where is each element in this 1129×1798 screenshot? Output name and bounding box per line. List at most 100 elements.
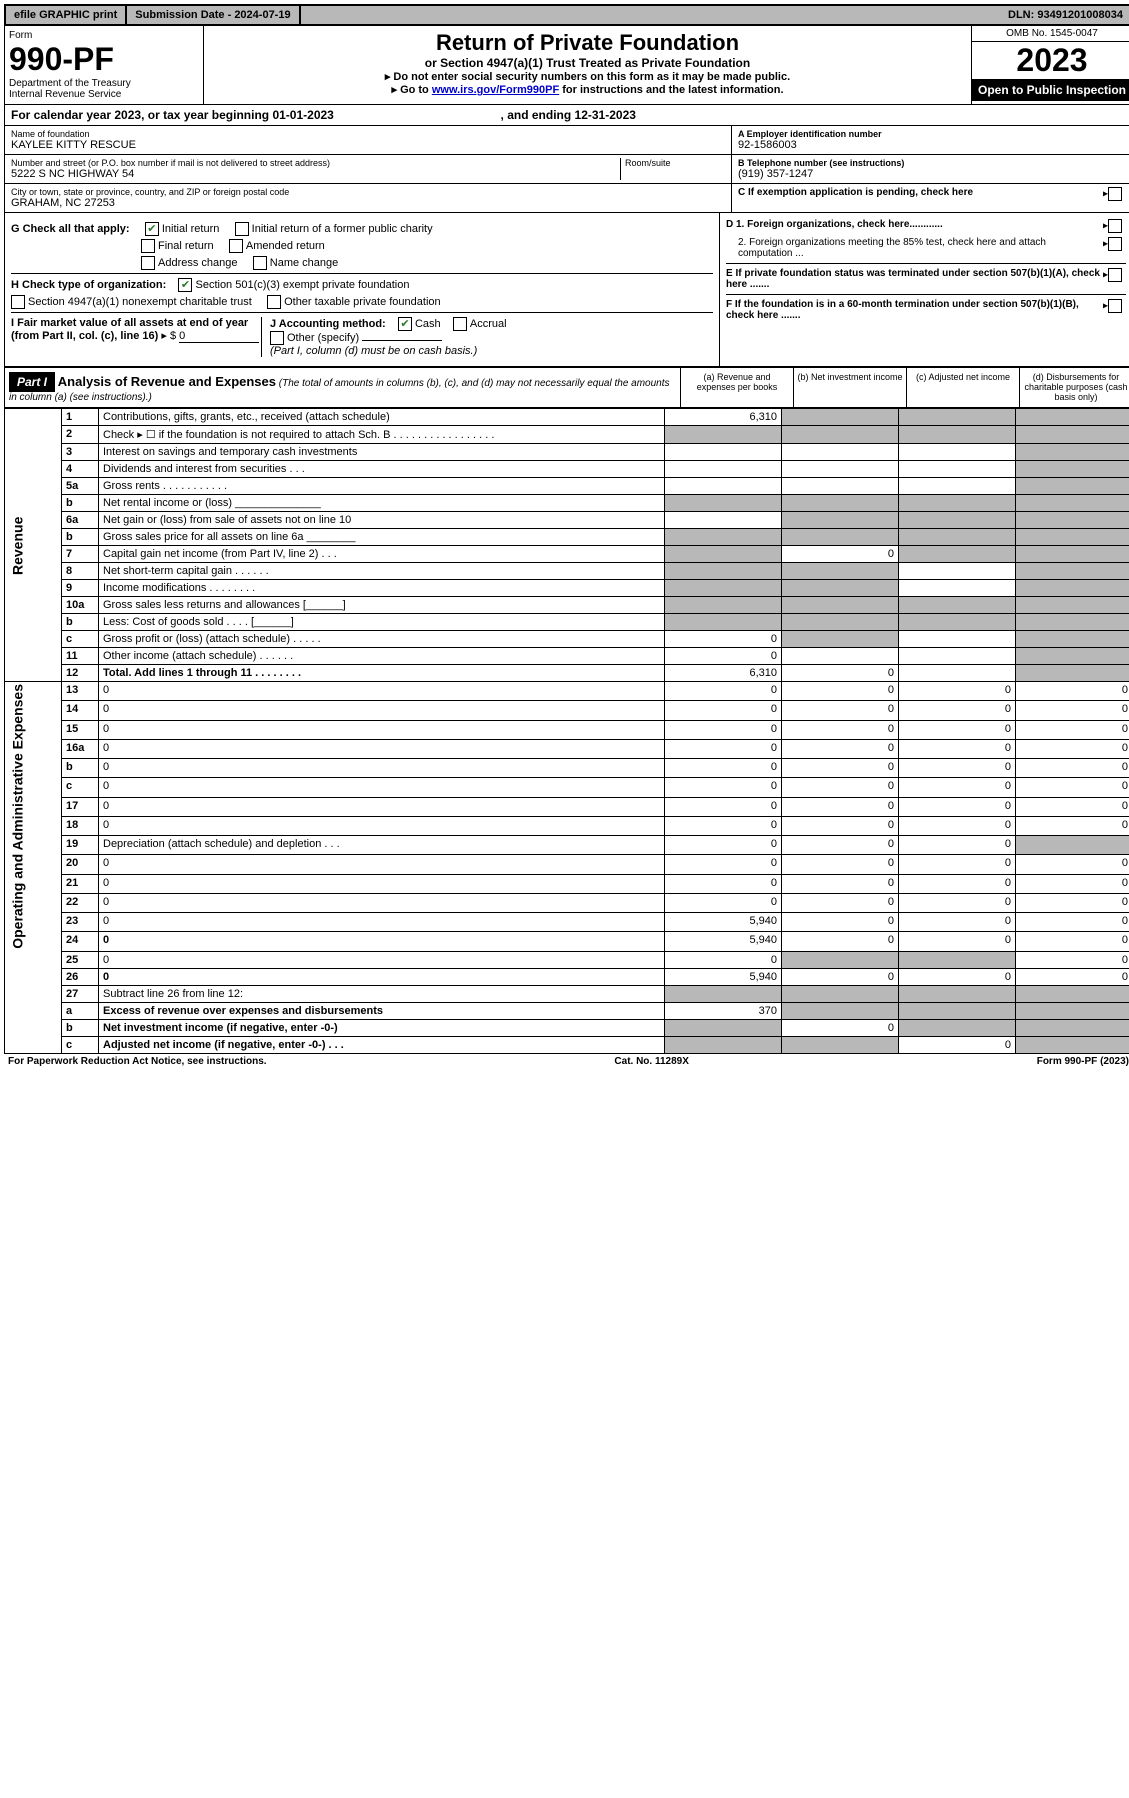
d2-label: 2. Foreign organizations meeting the 85%… <box>738 237 1046 259</box>
line-number: 19 <box>62 836 99 855</box>
cell-a: 370 <box>665 1002 782 1019</box>
irs-link[interactable]: www.irs.gov/Form990PF <box>432 84 559 96</box>
page-footer: For Paperwork Reduction Act Notice, see … <box>4 1054 1129 1069</box>
c-label: C If exemption application is pending, c… <box>738 187 1102 198</box>
cell-b: 0 <box>782 893 899 912</box>
cell-c <box>899 495 1016 512</box>
i-prefix: ▸ $ <box>161 330 176 342</box>
line-number: 24 <box>62 932 99 951</box>
cell-a <box>665 512 782 529</box>
cell-a <box>665 563 782 580</box>
cell-d: 0 <box>1016 816 1129 835</box>
d2-checkbox[interactable] <box>1108 237 1122 251</box>
cell-c: 0 <box>899 797 1016 816</box>
calyear-begin: 01-01-2023 <box>272 108 333 122</box>
cell-b <box>782 631 899 648</box>
cell-d: 0 <box>1016 797 1129 816</box>
g-amended[interactable] <box>229 239 243 253</box>
line-number: 6a <box>62 512 99 529</box>
address: 5222 S NC HIGHWAY 54 <box>11 168 620 180</box>
g-name-change[interactable] <box>253 256 267 270</box>
d1-checkbox[interactable] <box>1108 219 1122 233</box>
cell-b <box>782 563 899 580</box>
g-address-change[interactable] <box>141 256 155 270</box>
cell-d <box>1016 529 1129 546</box>
e-checkbox[interactable] <box>1108 268 1122 282</box>
j-cash[interactable] <box>398 317 412 331</box>
cell-c: 0 <box>899 739 1016 758</box>
line-description: Gross rents . . . . . . . . . . . <box>99 478 665 495</box>
addr-label: Number and street (or P.O. box number if… <box>11 158 620 168</box>
cell-d <box>1016 495 1129 512</box>
j-opt-0: Cash <box>415 318 441 330</box>
cell-a <box>665 495 782 512</box>
line-description: 0 <box>99 816 665 835</box>
line-description: Dividends and interest from securities .… <box>99 461 665 478</box>
efile-print-button[interactable]: efile GRAPHIC print <box>6 6 127 24</box>
line-number: 13 <box>62 682 99 701</box>
cell-b: 0 <box>782 682 899 701</box>
cell-c: 0 <box>899 759 1016 778</box>
cell-d: 0 <box>1016 778 1129 797</box>
cell-a: 0 <box>665 778 782 797</box>
city-state-zip: GRAHAM, NC 27253 <box>11 197 725 209</box>
cell-d <box>1016 1036 1129 1053</box>
c-checkbox[interactable] <box>1108 187 1122 201</box>
cell-a: 0 <box>665 701 782 720</box>
cell-a <box>665 444 782 461</box>
i-fmv-value: 0 <box>179 330 259 343</box>
line-description: Gross profit or (loss) (attach schedule)… <box>99 631 665 648</box>
g-final[interactable] <box>141 239 155 253</box>
tax-year: 2023 <box>972 42 1129 79</box>
cell-c: 0 <box>899 682 1016 701</box>
cell-c <box>899 426 1016 444</box>
line-description: Depreciation (attach schedule) and deple… <box>99 836 665 855</box>
cell-b <box>782 580 899 597</box>
line-description: 0 <box>99 968 665 985</box>
cell-a: 0 <box>665 720 782 739</box>
h-4947[interactable] <box>11 295 25 309</box>
cell-b <box>782 648 899 665</box>
line-description: 0 <box>99 682 665 701</box>
cell-a: 0 <box>665 855 782 874</box>
h-501c3[interactable] <box>178 278 192 292</box>
net-side-spacer <box>5 951 62 1053</box>
cell-c <box>899 512 1016 529</box>
cell-c: 0 <box>899 968 1016 985</box>
cell-c <box>899 409 1016 426</box>
h-other-taxable[interactable] <box>267 295 281 309</box>
cell-c <box>899 665 1016 682</box>
cell-a: 0 <box>665 631 782 648</box>
cell-c <box>899 614 1016 631</box>
cell-d <box>1016 426 1129 444</box>
line-number: 4 <box>62 461 99 478</box>
cell-b: 0 <box>782 1019 899 1036</box>
cell-c: 0 <box>899 778 1016 797</box>
cell-a <box>665 529 782 546</box>
footer-right: Form 990-PF (2023) <box>1037 1056 1129 1067</box>
g-initial-return[interactable] <box>145 222 159 236</box>
line-description: Net gain or (loss) from sale of assets n… <box>99 512 665 529</box>
cell-b <box>782 495 899 512</box>
open-public: Open to Public Inspection <box>972 79 1129 101</box>
j-accrual[interactable] <box>453 317 467 331</box>
calyear-end: 12-31-2023 <box>575 108 636 122</box>
cell-b: 0 <box>782 720 899 739</box>
cell-c <box>899 985 1016 1002</box>
cell-a <box>665 461 782 478</box>
submission-date: Submission Date - 2024-07-19 <box>127 6 300 24</box>
j-other[interactable] <box>270 331 284 345</box>
phone: (919) 357-1247 <box>738 168 1126 180</box>
j-note: (Part I, column (d) must be on cash basi… <box>270 345 477 357</box>
cell-a <box>665 426 782 444</box>
cell-b <box>782 951 899 968</box>
g-initial-former[interactable] <box>235 222 249 236</box>
cell-b <box>782 529 899 546</box>
cell-a <box>665 985 782 1002</box>
cell-d <box>1016 836 1129 855</box>
line-description: Total. Add lines 1 through 11 . . . . . … <box>99 665 665 682</box>
cell-c <box>899 951 1016 968</box>
line-description: 0 <box>99 701 665 720</box>
f-checkbox[interactable] <box>1108 299 1122 313</box>
expenses-side-label: Operating and Administrative Expenses <box>5 682 62 952</box>
